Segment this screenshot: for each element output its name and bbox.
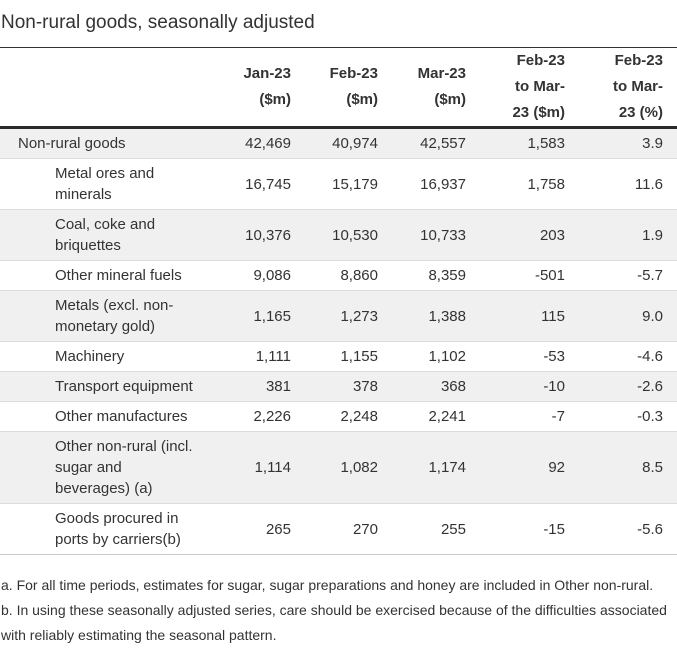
table-row-metals-excl-gold: Metals (excl. non-monetary gold) 1,165 1… (0, 290, 677, 342)
value-cell: 1,174 (378, 431, 466, 504)
row-label: Metal ores and minerals (0, 158, 204, 210)
value-cell: -0.3 (565, 401, 677, 432)
footnote-b: b. In using these seasonally adjusted se… (1, 602, 667, 643)
value-cell: -2.6 (565, 371, 677, 402)
value-cell: 10,376 (204, 209, 291, 261)
row-label: Metals (excl. non-monetary gold) (0, 290, 204, 342)
column-header-feb23: Feb-23 ($m) (291, 47, 378, 129)
column-header-feb-to-mar-dollars: Feb-23 to Mar- 23 ($m) (466, 47, 565, 129)
table-row-coal-coke: Coal, coke and briquettes 10,376 10,530 … (0, 209, 677, 261)
value-cell: -4.6 (565, 341, 677, 372)
value-cell: 9,086 (204, 260, 291, 291)
value-cell: 92 (466, 431, 565, 504)
footnotes: a. For all time periods, estimates for s… (0, 573, 677, 648)
value-cell: 1,114 (204, 431, 291, 504)
value-cell: 16,937 (378, 158, 466, 210)
value-cell: -5.7 (565, 260, 677, 291)
value-cell: 1,102 (378, 341, 466, 372)
value-cell: 42,469 (245, 135, 291, 152)
value-cell: 40,974 (332, 135, 378, 152)
value-cell: -5.6 (565, 503, 677, 555)
row-label: Machinery (0, 341, 204, 372)
row-label: Other mineral fuels (0, 260, 204, 291)
value-cell: 381 (204, 371, 291, 402)
value-cell: 8.5 (565, 431, 677, 504)
table-row-other-manufactures: Other manufactures 2,226 2,248 2,241 -7 … (0, 401, 677, 432)
column-header-jan23: Jan-23 ($m) (204, 47, 291, 129)
value-cell: 378 (291, 371, 378, 402)
value-cell: 2,241 (378, 401, 466, 432)
table-header-row: Jan-23 ($m) Feb-23 ($m) Mar-23 ($m) Feb-… (0, 47, 677, 129)
value-cell: 15,179 (291, 158, 378, 210)
value-cell: 1.9 (565, 209, 677, 261)
column-header-feb-to-mar-percent: Feb-23 to Mar- 23 (%) (565, 47, 677, 129)
row-label: Coal, coke and briquettes (0, 209, 204, 261)
value-cell: 11.6 (565, 158, 677, 210)
table-body: Non-rural goods 42,469 40,974 42,557 1,5… (0, 127, 677, 555)
value-cell: 8,860 (291, 260, 378, 291)
footnote-a: a. For all time periods, estimates for s… (1, 577, 654, 593)
value-cell: 368 (378, 371, 466, 402)
page-title: Non-rural goods, seasonally adjusted (1, 12, 315, 33)
row-label: Other manufactures (0, 401, 204, 432)
table-header: Jan-23 ($m) Feb-23 ($m) Mar-23 ($m) Feb-… (0, 47, 677, 129)
table-row-metal-ores: Metal ores and minerals 16,745 15,179 16… (0, 158, 677, 210)
value-cell: -7 (466, 401, 565, 432)
row-label: Goods procured in ports by carriers(b) (0, 503, 204, 555)
value-cell: 42,557 (420, 135, 466, 152)
value-cell: 1,758 (466, 158, 565, 210)
row-label: Non-rural goods (18, 135, 126, 152)
non-rural-goods-table: Jan-23 ($m) Feb-23 ($m) Mar-23 ($m) Feb-… (0, 47, 677, 555)
value-cell: -15 (466, 503, 565, 555)
value-cell: 1,273 (291, 290, 378, 342)
value-cell: 9.0 (565, 290, 677, 342)
value-cell: 8,359 (378, 260, 466, 291)
value-cell: 1,082 (291, 431, 378, 504)
table-row-transport-equipment: Transport equipment 381 378 368 -10 -2.6 (0, 371, 677, 402)
column-header-mar23: Mar-23 ($m) (378, 47, 466, 129)
row-label: Other non-rural (incl. sugar and beverag… (0, 431, 204, 504)
value-cell: 270 (291, 503, 378, 555)
value-cell: 115 (466, 290, 565, 342)
row-label: Transport equipment (0, 371, 204, 402)
value-cell: 10,733 (378, 209, 466, 261)
table-row-non-rural-goods: Non-rural goods 42,469 40,974 42,557 1,5… (0, 127, 677, 159)
table-row-goods-procured-in-ports: Goods procured in ports by carriers(b) 2… (0, 503, 677, 555)
value-cell: 203 (466, 209, 565, 261)
value-cell: 1,111 (204, 341, 291, 372)
value-cell: 3.9 (642, 135, 663, 152)
value-cell: 2,226 (204, 401, 291, 432)
value-cell: -501 (466, 260, 565, 291)
value-cell: 1,583 (527, 135, 565, 152)
value-cell: 1,155 (291, 341, 378, 372)
table-row-other-non-rural: Other non-rural (incl. sugar and beverag… (0, 431, 677, 504)
value-cell: 16,745 (204, 158, 291, 210)
value-cell: 1,388 (378, 290, 466, 342)
value-cell: -53 (466, 341, 565, 372)
row-label-column-header (0, 47, 204, 129)
value-cell: 2,248 (291, 401, 378, 432)
table-row-machinery: Machinery 1,111 1,155 1,102 -53 -4.6 (0, 341, 677, 372)
value-cell: 255 (378, 503, 466, 555)
table-row-other-mineral-fuels: Other mineral fuels 9,086 8,860 8,359 -5… (0, 260, 677, 291)
value-cell: 1,165 (204, 290, 291, 342)
value-cell: -10 (466, 371, 565, 402)
value-cell: 10,530 (291, 209, 378, 261)
value-cell: 265 (204, 503, 291, 555)
